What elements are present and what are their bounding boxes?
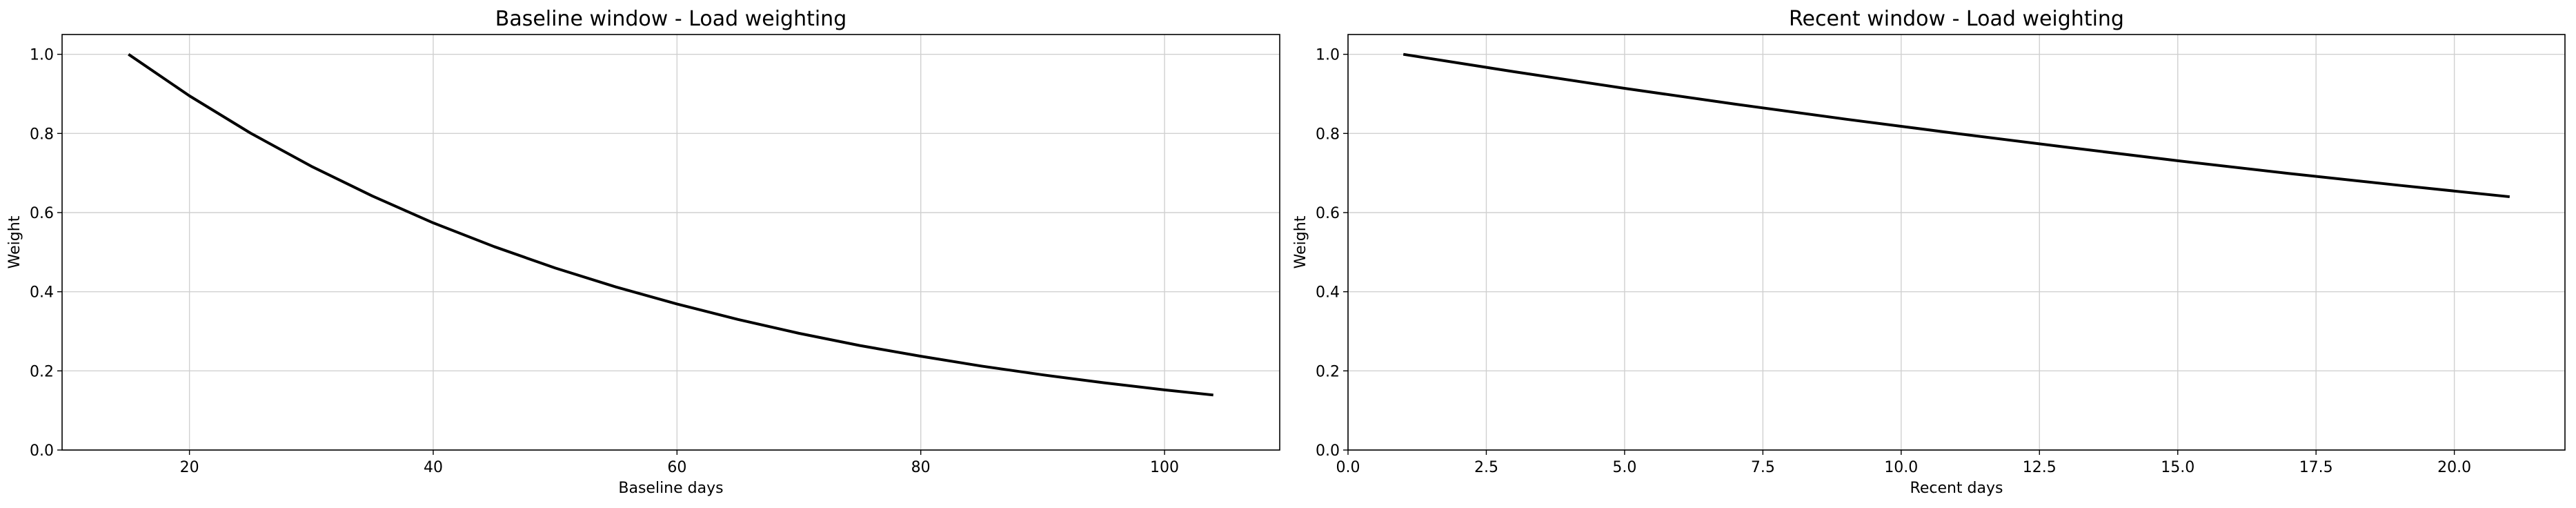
x-tick-label: 5.0 [1612,459,1636,476]
y-tick-label: 0.6 [30,205,54,222]
x-tick-label: 10.0 [1884,459,1918,476]
series-line [128,55,1213,395]
x-tick-label: 60 [667,459,686,476]
x-tick-label: 100 [1150,459,1179,476]
plot-frame [1348,35,2565,450]
y-tick-label: 0.4 [30,284,54,302]
x-tick-label: 20 [180,459,199,476]
x-tick-label: 17.5 [2299,459,2333,476]
y-tick-label: 0.8 [30,126,54,143]
y-tick-label: 0.2 [30,363,54,380]
x-tick-label: 12.5 [2023,459,2057,476]
y-tick-label: 0.4 [1316,284,1340,302]
series-line [1403,55,2510,197]
y-tick-label: 1.0 [1316,47,1340,64]
y-tick-label: 0.8 [1316,126,1340,143]
x-tick-label: 7.5 [1751,459,1775,476]
y-tick-label: 0.0 [30,442,54,460]
y-tick-label: 0.0 [1316,442,1340,460]
x-tick-label: 80 [911,459,931,476]
chart-title: Recent window - Load weighting [1789,7,2124,31]
x-tick-label: 2.5 [1474,459,1498,476]
x-tick-label: 20.0 [2437,459,2471,476]
plot-frame [62,35,1280,450]
x-tick-label: 15.0 [2161,459,2194,476]
y-axis-label: Weight [1292,215,1309,268]
y-axis-label: Weight [6,215,23,268]
y-tick-label: 1.0 [30,47,54,64]
y-tick-label: 0.2 [1316,363,1340,380]
chart-recent-window: 0.0 2.5 5.0 7.5 10.0 12.5 15.0 17.5 20.0 0.0 0.2 0.… [1292,7,2565,497]
x-axis-label: Baseline days [618,480,723,497]
chart-title: Baseline window - Load weighting [495,7,847,31]
x-axis-label: Recent days [1910,480,2003,497]
x-tick-label: 0.0 [1336,459,1360,476]
chart-baseline-window: 20 40 60 80 100 0.0 0.2 0.4 0.6 0.8 1.0 Baseline wi… [6,7,1280,497]
y-tick-label: 0.6 [1316,205,1340,222]
x-tick-label: 40 [424,459,443,476]
